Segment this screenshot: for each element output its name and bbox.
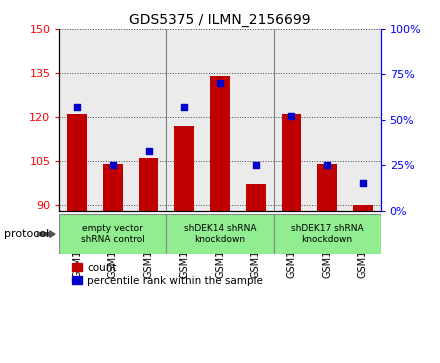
Bar bbox=[166, 29, 202, 211]
Legend: count, percentile rank within the sample: count, percentile rank within the sample bbox=[72, 263, 263, 286]
Bar bbox=[282, 114, 301, 211]
Bar bbox=[175, 126, 194, 211]
Point bbox=[74, 104, 81, 110]
Point bbox=[216, 81, 224, 86]
Point bbox=[181, 104, 188, 110]
Point bbox=[145, 148, 152, 154]
Bar bbox=[131, 29, 166, 211]
Bar bbox=[202, 29, 238, 211]
Text: shDEK14 shRNA
knockdown: shDEK14 shRNA knockdown bbox=[184, 224, 256, 244]
Text: protocol: protocol bbox=[4, 229, 50, 239]
Bar bbox=[59, 214, 166, 254]
Point bbox=[323, 162, 330, 168]
Point bbox=[110, 162, 117, 168]
Bar bbox=[246, 184, 265, 211]
Bar bbox=[103, 164, 123, 211]
Bar bbox=[274, 29, 309, 211]
Bar bbox=[274, 214, 381, 254]
Bar bbox=[139, 158, 158, 211]
Bar bbox=[95, 29, 131, 211]
Bar bbox=[353, 205, 373, 211]
Title: GDS5375 / ILMN_2156699: GDS5375 / ILMN_2156699 bbox=[129, 13, 311, 26]
Bar bbox=[309, 29, 345, 211]
Text: empty vector
shRNA control: empty vector shRNA control bbox=[81, 224, 145, 244]
Bar bbox=[317, 164, 337, 211]
Bar bbox=[67, 114, 87, 211]
Point bbox=[252, 162, 259, 168]
Text: shDEK17 shRNA
knockdown: shDEK17 shRNA knockdown bbox=[291, 224, 363, 244]
Point bbox=[359, 180, 366, 186]
Bar bbox=[345, 29, 381, 211]
Bar bbox=[166, 214, 274, 254]
Bar bbox=[59, 29, 95, 211]
Bar bbox=[210, 76, 230, 211]
Point bbox=[288, 113, 295, 119]
Bar bbox=[238, 29, 274, 211]
